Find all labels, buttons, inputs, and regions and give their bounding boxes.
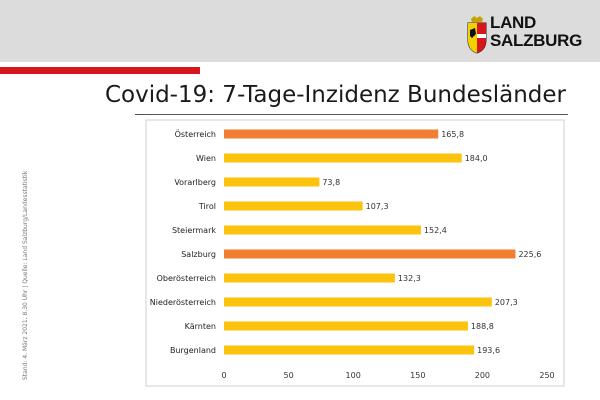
category-label: Österreich: [175, 129, 216, 139]
value-label: 225,6: [518, 250, 541, 259]
category-label: Tirol: [198, 202, 216, 211]
category-label: Kärnten: [185, 322, 216, 331]
x-tick-label: 0: [221, 371, 226, 380]
x-tick-label: 100: [346, 371, 361, 380]
bar: [224, 273, 395, 283]
bar: [224, 153, 462, 163]
value-label: 73,8: [322, 178, 340, 187]
plot-frame: [145, 119, 565, 387]
logo-line-2: SALZBURG: [490, 31, 583, 50]
header-band: [0, 0, 600, 62]
title-underline: [135, 114, 568, 115]
x-tick-label: 250: [539, 371, 554, 380]
land-salzburg-logo: LAND SALZBURG: [466, 14, 591, 56]
bar: [224, 297, 492, 307]
bar: [224, 321, 468, 331]
bar: [224, 225, 421, 235]
bar: [224, 201, 363, 211]
coat-of-arms-icon: [467, 16, 487, 54]
value-label: 184,0: [465, 154, 488, 163]
category-label: Wien: [196, 154, 216, 163]
value-label: 193,6: [477, 346, 500, 355]
category-label: Oberösterreich: [157, 274, 216, 283]
category-label: Vorarlberg: [174, 178, 216, 187]
chart-title: Covid-19: 7-Tage-Inzidenz Bundesländer: [104, 82, 566, 108]
value-label: 107,3: [366, 202, 389, 211]
logo-line-1: LAND: [490, 13, 537, 32]
value-label: 165,8: [441, 130, 464, 139]
brand-stripe: [0, 67, 200, 74]
x-tick-label: 150: [410, 371, 425, 380]
bar: [224, 177, 320, 187]
value-label: 188,8: [471, 322, 494, 331]
value-label: 152,4: [424, 226, 447, 235]
x-tick-label: 200: [475, 371, 490, 380]
category-label: Salzburg: [181, 250, 216, 259]
value-label: 132,3: [398, 274, 421, 283]
bar: [224, 249, 516, 259]
x-tick-label: 50: [284, 371, 294, 380]
category-label: Burgenland: [170, 346, 216, 355]
bar: [224, 345, 475, 355]
value-label: 207,3: [495, 298, 518, 307]
category-label: Steiermark: [172, 226, 216, 235]
category-label: Niederösterreich: [150, 298, 216, 307]
bar: [224, 129, 439, 139]
